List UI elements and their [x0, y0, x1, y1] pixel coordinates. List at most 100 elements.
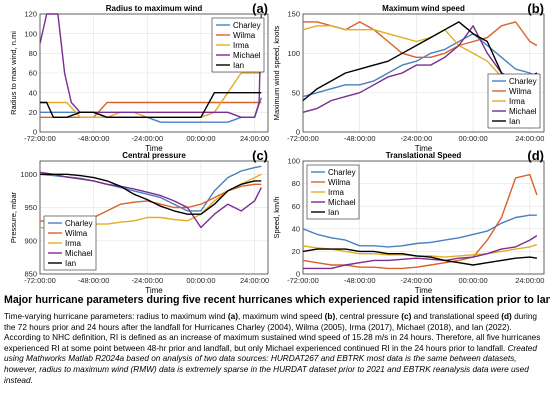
legend-entry: Ian — [65, 259, 76, 268]
panel-label: (c) — [252, 148, 268, 163]
x-tick-label: -24:00:00 — [401, 276, 433, 285]
y-tick-label: 80 — [29, 49, 37, 58]
caption-segment: Time-varying hurricane parameters: radiu… — [4, 312, 228, 321]
legend-entry: Irma — [233, 41, 250, 50]
caption-segment: (a) — [227, 312, 238, 321]
axes-box — [302, 160, 545, 275]
caption-segment: (c) — [401, 312, 412, 321]
series-line-ian — [40, 173, 262, 215]
y-tick-label: 0 — [33, 128, 37, 137]
y-axis-label: Speed, km/h — [272, 196, 281, 238]
x-axis-label: Time — [415, 286, 433, 295]
x-tick-label: -24:00:00 — [131, 276, 163, 285]
panel-label: (a) — [252, 1, 268, 16]
y-tick-label: 850 — [24, 270, 37, 279]
legend-entry: Irma — [65, 239, 82, 248]
legend-entry: Charley — [328, 168, 356, 177]
y-tick-label: 20 — [29, 108, 37, 117]
chart-title: Translational Speed — [386, 151, 462, 160]
caption-title: Major hurricane parameters during five r… — [4, 294, 550, 306]
x-tick-label: 24:00:00 — [240, 276, 269, 285]
x-tick-label: -24:00:00 — [401, 134, 433, 143]
y-tick-label: 100 — [24, 29, 37, 38]
legend-entry: Wilma — [233, 31, 256, 40]
series-line-michael — [303, 235, 538, 270]
caption: Major hurricane parameters during five r… — [4, 294, 550, 386]
legend-entry: Charley — [65, 219, 93, 228]
series-line-ian — [302, 248, 538, 266]
chart-title: Central pressure — [122, 151, 186, 160]
x-tick-label: -48:00:00 — [344, 134, 376, 143]
x-tick-label: -48:00:00 — [78, 276, 110, 285]
y-tick-label: 950 — [24, 203, 37, 212]
legend-entry: Michael — [233, 51, 261, 60]
caption-segment: (b) — [324, 312, 336, 321]
x-tick-label: 00:00:00 — [186, 276, 215, 285]
legend-entry: Ian — [509, 117, 520, 126]
series-line-charley — [302, 214, 537, 248]
series-line-wilma — [40, 101, 262, 119]
axes-box — [39, 13, 269, 133]
y-tick-label: 0 — [296, 270, 300, 279]
legend-entry: Ian — [328, 208, 339, 217]
y-tick-label: 60 — [292, 202, 300, 211]
x-tick-label: -72:00:00 — [24, 134, 56, 143]
legend-entry: Michael — [328, 198, 356, 207]
x-tick-label: -24:00:00 — [131, 134, 163, 143]
y-axis-label: Pressure, mbar — [9, 191, 18, 243]
legend-entry: Michael — [65, 249, 93, 258]
y-tick-label: 80 — [292, 179, 300, 188]
x-tick-label: -48:00:00 — [78, 134, 110, 143]
caption-body: Time-varying hurricane parameters: radiu… — [4, 312, 546, 386]
y-tick-label: 40 — [292, 224, 300, 233]
x-axis-label: Time — [145, 144, 163, 153]
x-tick-label: -72:00:00 — [24, 276, 56, 285]
y-tick-label: 120 — [24, 10, 37, 19]
caption-segment: , central pressure — [335, 312, 402, 321]
x-axis-label: Time — [415, 144, 433, 153]
y-tick-label: 20 — [292, 247, 300, 256]
y-tick-label: 50 — [292, 88, 300, 97]
y-tick-label: 60 — [29, 69, 37, 78]
legend-entry: Ian — [233, 61, 244, 70]
chart-panel-4: -72:00:00 -48:00:00 -24:00:00 00:00:00 24:00… — [272, 148, 544, 295]
chart-panel-2: -72:00:00 -48:00:00 -24:00:00 00:00:00 24:00… — [272, 1, 544, 153]
y-tick-label: 0 — [296, 128, 300, 137]
y-tick-label: 900 — [24, 236, 37, 245]
y-tick-label: 40 — [29, 88, 37, 97]
y-tick-label: 100 — [287, 157, 300, 166]
caption-segment: , maximum wind speed — [238, 312, 325, 321]
x-tick-label: 24:00:00 — [515, 134, 544, 143]
legend-entry: Wilma — [65, 229, 88, 238]
x-axis-label: Time — [145, 286, 163, 295]
x-tick-label: 00:00:00 — [459, 276, 488, 285]
legend-entry: Irma — [328, 188, 345, 197]
x-tick-label: 00:00:00 — [459, 134, 488, 143]
x-tick-label: 00:00:00 — [186, 134, 215, 143]
caption-segment: during the 72 hours prior and 24 hours a… — [4, 312, 541, 353]
x-tick-label: 24:00:00 — [240, 134, 269, 143]
series-line-irma — [302, 243, 538, 258]
series-line-michael — [39, 13, 262, 119]
chart-panel-3: -72:00:00 -48:00:00 -24:00:00 00:00:00 24:00… — [9, 148, 269, 295]
y-tick-label: 150 — [287, 10, 300, 19]
caption-segment: Created using Mathworks Matlab R2024a ba… — [4, 343, 537, 385]
panel-label: (d) — [527, 148, 544, 163]
x-tick-label: -48:00:00 — [344, 276, 376, 285]
legend-entry: Charley — [509, 77, 537, 86]
caption-segment: and translational speed — [411, 312, 502, 321]
series-line-irma — [40, 72, 262, 119]
y-tick-label: 100 — [287, 49, 300, 58]
legend-entry: Michael — [509, 107, 537, 116]
x-tick-label: 24:00:00 — [515, 276, 544, 285]
x-tick-label: -72:00:00 — [287, 134, 319, 143]
legend-entry: Wilma — [328, 178, 351, 187]
caption-segment: (d) — [501, 312, 512, 321]
series-line-michael — [39, 171, 262, 229]
y-axis-label: Maximum wind speed, knots — [272, 25, 281, 120]
